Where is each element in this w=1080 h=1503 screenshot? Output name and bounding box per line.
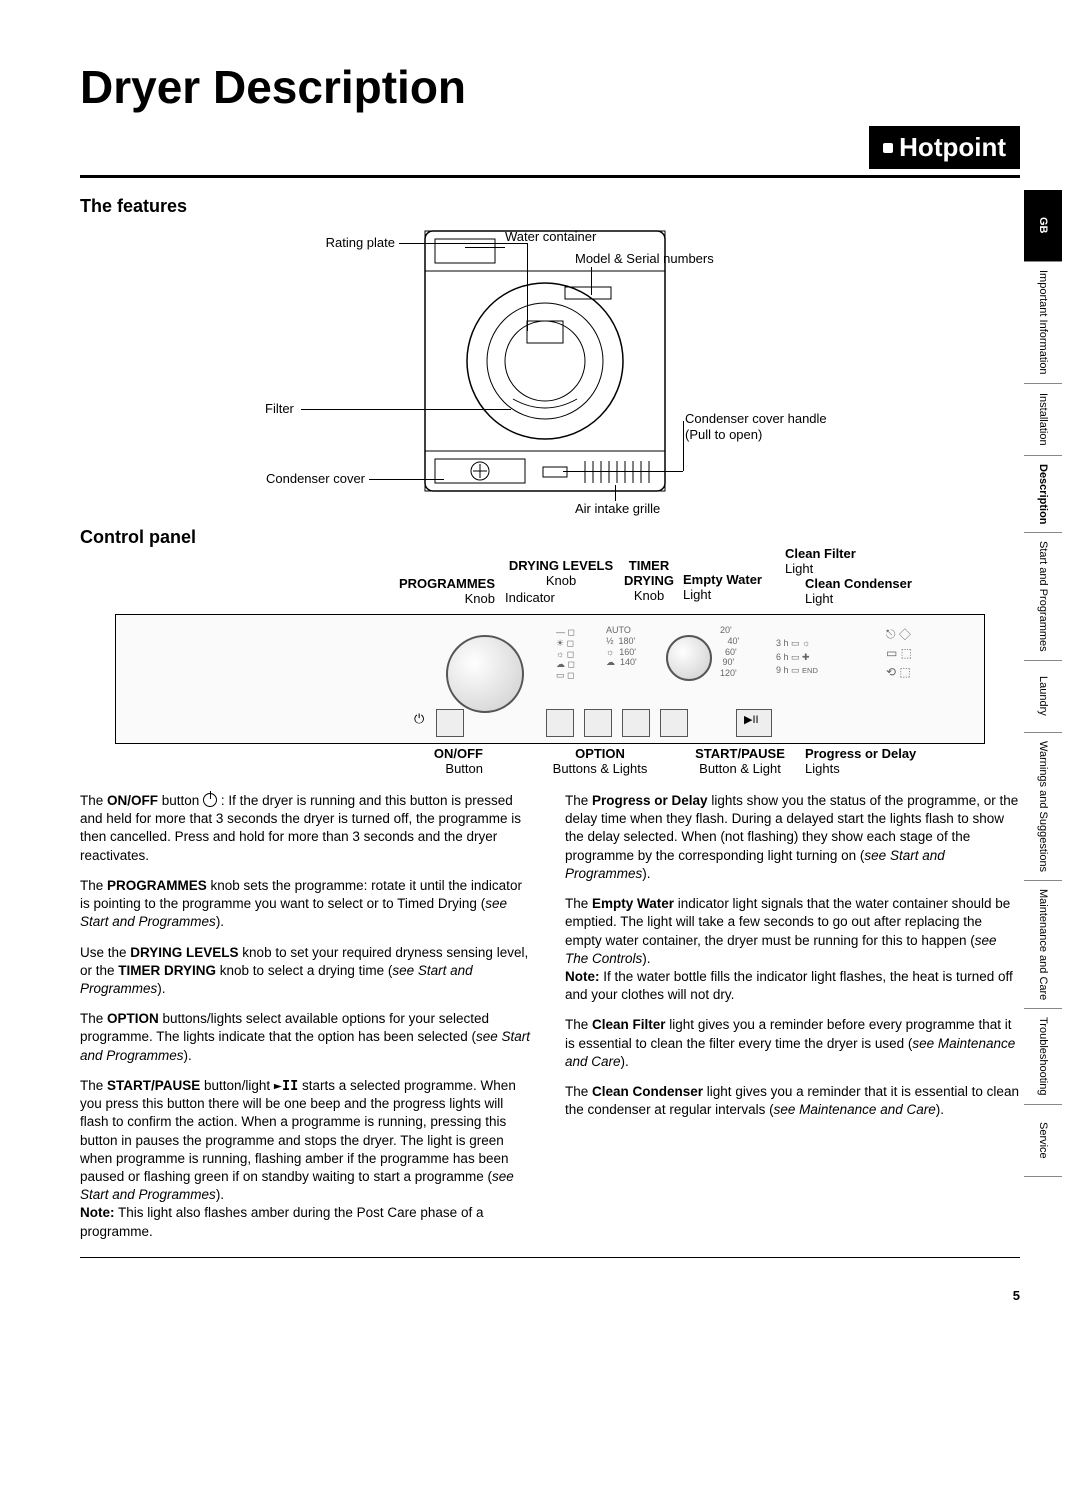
tab-warnings: Warnings and Suggestions <box>1024 733 1062 881</box>
tab-description: Description <box>1024 456 1062 534</box>
lbl-option-sub: Buttons & Lights <box>553 761 648 776</box>
tab-maintenance: Maintenance and Care <box>1024 881 1062 1009</box>
features-heading: The features <box>80 196 1020 217</box>
brand-badge: Hotpoint <box>869 126 1020 169</box>
para-option: The OPTION buttons/lights select availab… <box>80 1010 535 1065</box>
para-start-pause: The START/PAUSE button/light ►II starts … <box>80 1077 535 1241</box>
label-condenser-cover: Condenser cover <box>245 471 365 486</box>
rule-top <box>80 175 1020 178</box>
tab-gb: GB <box>1024 190 1062 262</box>
tab-start-programmes: Start and Programmes <box>1024 533 1062 661</box>
tab-service: Service <box>1024 1105 1062 1177</box>
lbl-timer-drying: DRYING <box>624 573 674 588</box>
page-number: 5 <box>80 1288 1020 1303</box>
body-col-right: The Progress or Delay lights show you th… <box>565 792 1020 1253</box>
page-title: Dryer Description <box>80 60 1020 114</box>
onoff-button[interactable] <box>436 709 464 737</box>
para-onoff: The ON/OFF button : If the dryer is runn… <box>80 792 535 865</box>
para-programmes: The PROGRAMMES knob sets the programme: … <box>80 877 535 932</box>
tab-troubleshooting: Troubleshooting <box>1024 1009 1062 1104</box>
lbl-start-pause: START/PAUSE <box>695 746 785 761</box>
lbl-clean-filter: Clean Filter <box>785 546 856 561</box>
lbl-programmes: PROGRAMMES <box>399 576 495 591</box>
lbl-clean-condenser-sub: Light <box>805 591 833 606</box>
lbl-option: OPTION <box>575 746 625 761</box>
dryer-diagram: Rating plate Water container Model & Ser… <box>115 221 985 521</box>
label-air-grille: Air intake grille <box>575 501 660 516</box>
timer-knob[interactable] <box>666 635 712 681</box>
control-panel-heading: Control panel <box>80 527 1020 548</box>
lbl-drying-levels: DRYING LEVELS <box>509 558 613 573</box>
lbl-timer: TIMER <box>629 558 669 573</box>
label-pull-open: (Pull to open) <box>685 427 762 442</box>
lbl-start-pause-sub: Button & Light <box>699 761 781 776</box>
option-button-4[interactable] <box>660 709 688 737</box>
brand-text: Hotpoint <box>899 132 1006 163</box>
lbl-empty-water-sub: Light <box>683 587 711 602</box>
tab-laundry: Laundry <box>1024 661 1062 733</box>
brand-dot-icon <box>883 143 893 153</box>
programmes-knob[interactable] <box>446 635 524 713</box>
para-drying-levels: Use the DRYING LEVELS knob to set your r… <box>80 944 535 999</box>
control-top-labels: PROGRAMMES Knob Indicator DRYING LEVELS … <box>115 552 985 612</box>
lbl-programmes-sub: Knob <box>465 591 495 606</box>
lbl-indicator: Indicator <box>505 590 555 605</box>
lbl-progress-sub: Lights <box>805 761 840 776</box>
body-text: The ON/OFF button : If the dryer is runn… <box>80 792 1020 1253</box>
power-icon <box>203 793 217 807</box>
label-filter: Filter <box>265 401 294 416</box>
option-button-3[interactable] <box>622 709 650 737</box>
lbl-timer-sub: Knob <box>634 588 664 603</box>
tab-important: Important Information <box>1024 262 1062 384</box>
option-button-1[interactable] <box>546 709 574 737</box>
control-bottom-labels: ON/OFF Button OPTION Buttons & Lights ST… <box>115 746 985 780</box>
lbl-onoff-sub: Button <box>445 761 483 776</box>
para-empty-water: The Empty Water indicator light signals … <box>565 895 1020 1004</box>
body-col-left: The ON/OFF button : If the dryer is runn… <box>80 792 535 1253</box>
lbl-clean-condenser: Clean Condenser <box>805 576 912 591</box>
lbl-drying-levels-sub: Knob <box>546 573 576 588</box>
para-clean-condenser: The Clean Condenser light gives you a re… <box>565 1083 1020 1119</box>
lbl-empty-water: Empty Water <box>683 572 762 587</box>
label-condenser-handle: Condenser cover handle <box>685 411 827 426</box>
label-rating-plate: Rating plate <box>305 235 395 250</box>
label-model-serial: Model & Serial numbers <box>575 251 714 266</box>
lbl-progress: Progress or Delay <box>805 746 916 761</box>
page: Dryer Description Hotpoint GB Important … <box>0 0 1080 1343</box>
control-panel-box: — ◻☀ ◻☼ ◻☁ ◻▭ ◻ AUTO ½ 180' ☼ 160' ☁ 140… <box>115 614 985 744</box>
para-progress: The Progress or Delay lights show you th… <box>565 792 1020 883</box>
label-water-container: Water container <box>505 229 596 244</box>
rule-bottom <box>80 1257 1020 1258</box>
lbl-onoff: ON/OFF <box>434 746 483 761</box>
tab-installation: Installation <box>1024 384 1062 456</box>
lbl-clean-filter-sub: Light <box>785 561 813 576</box>
brand-bar: Hotpoint <box>80 126 1020 169</box>
para-clean-filter: The Clean Filter light gives you a remin… <box>565 1016 1020 1071</box>
option-button-2[interactable] <box>584 709 612 737</box>
side-tabs: GB Important Information Installation De… <box>1024 190 1062 1177</box>
